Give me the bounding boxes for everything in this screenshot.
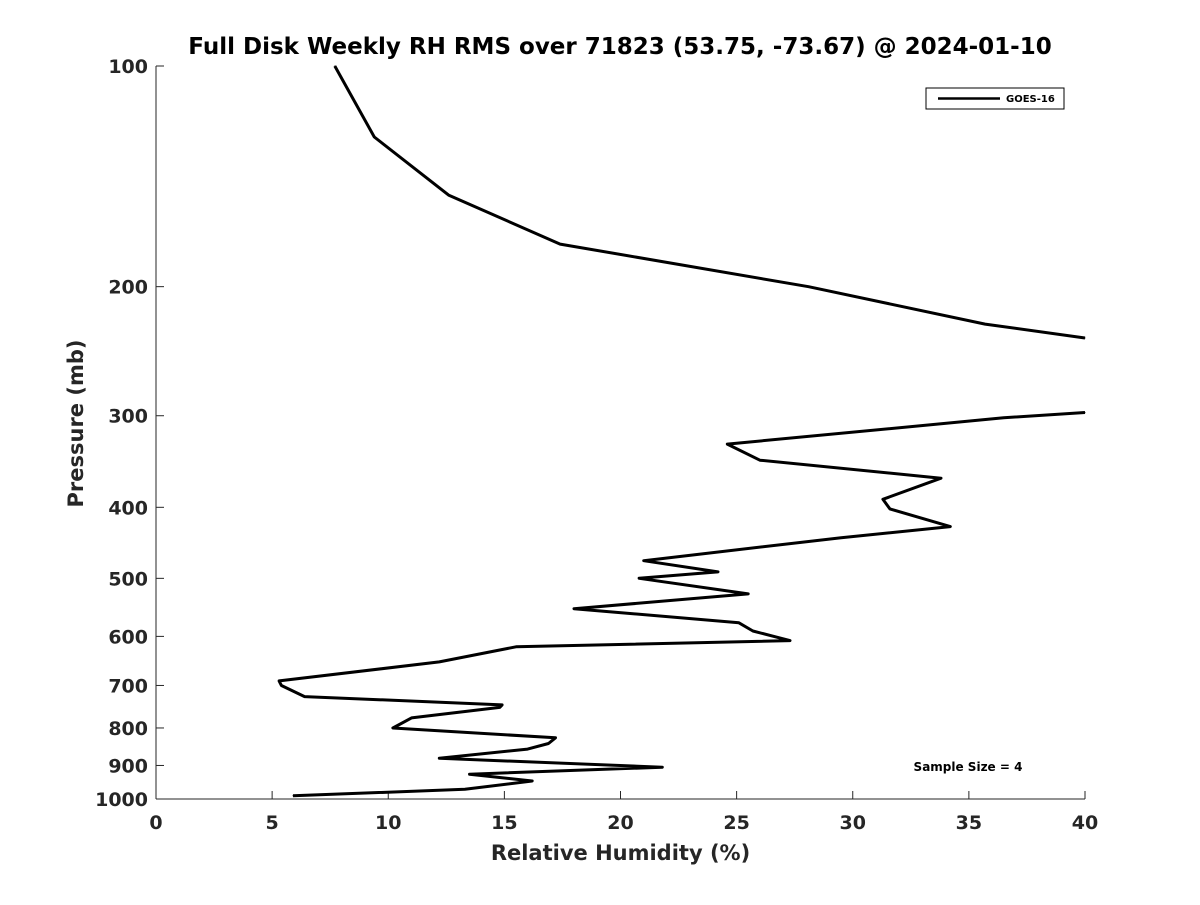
data-point (726, 443, 728, 445)
data-point (334, 65, 336, 67)
y-tick-label: 600 (108, 626, 148, 648)
data-point (738, 622, 740, 624)
data-point (808, 286, 810, 288)
x-axis-ticks: 0 5 10 15 20 25 30 35 40 (149, 791, 1098, 834)
y-tick-label: 500 (108, 568, 148, 590)
data-point (438, 661, 440, 663)
y-tick-label: 300 (108, 406, 148, 428)
data-point (747, 593, 749, 595)
y-tick-label: 100 (108, 56, 148, 78)
x-tick-label: 0 (149, 812, 162, 834)
data-point (304, 696, 306, 698)
x-tick-label: 35 (956, 812, 982, 834)
data-point (1084, 337, 1086, 339)
x-tick-label: 15 (491, 812, 517, 834)
data-point (882, 498, 884, 500)
data-point (278, 680, 280, 682)
x-tick-label: 25 (723, 812, 749, 834)
plot-frame (156, 66, 1085, 799)
chart-title: Full Disk Weekly RH RMS over 71823 (53.7… (188, 34, 1051, 60)
x-tick-label: 30 (840, 812, 866, 834)
data-point (1003, 417, 1005, 419)
data-point (643, 560, 645, 562)
data-point (373, 136, 375, 138)
x-axis-label: Relative Humidity (%) (491, 841, 750, 865)
x-tick-label: 5 (266, 812, 279, 834)
data-point (661, 766, 663, 768)
data-point (559, 243, 561, 245)
x-tick-label: 10 (375, 812, 401, 834)
legend-label-goes-16: GOES-16 (1006, 94, 1055, 105)
y-axis-label: Pressure (mb) (64, 340, 88, 508)
data-point (717, 571, 719, 573)
data-point (638, 577, 640, 579)
y-tick-label: 400 (108, 497, 148, 519)
data-point (392, 727, 394, 729)
data-point (292, 795, 294, 797)
legend: GOES-16 (925, 87, 1065, 110)
data-point (501, 704, 503, 706)
data-point (1084, 412, 1086, 413)
data-point (448, 194, 450, 196)
data-point (759, 459, 761, 461)
data-point (411, 717, 412, 719)
y-tick-label: 1000 (95, 789, 148, 811)
data-point (555, 737, 556, 739)
data-point (515, 646, 517, 648)
data-point (548, 743, 549, 744)
data-point (789, 640, 791, 642)
y-tick-label: 700 (108, 675, 148, 697)
data-point (499, 706, 501, 708)
y-axis-ticks: 100 200 300 400 500 600 700 800 900 1000 (95, 56, 164, 811)
data-point (527, 748, 529, 750)
x-tick-label: 20 (607, 812, 633, 834)
y-tick-label: 800 (108, 718, 148, 740)
series-layer (277, 65, 1086, 798)
data-point (464, 788, 466, 790)
data-point (940, 477, 942, 479)
data-point (438, 757, 440, 759)
sample-size-annotation: Sample Size = 4 (914, 760, 1023, 774)
data-point (889, 508, 891, 510)
y-tick-label: 900 (108, 755, 148, 777)
data-point (573, 608, 575, 610)
data-point (752, 630, 754, 632)
y-tick-label: 200 (108, 277, 148, 299)
data-point (840, 537, 842, 539)
x-tick-label: 40 (1072, 812, 1098, 834)
data-point (949, 526, 951, 528)
data-point (531, 780, 533, 782)
data-point (280, 685, 282, 686)
data-point (984, 323, 986, 325)
data-point (469, 773, 470, 775)
plot-area: 0 5 10 15 20 25 30 35 40 100 200 300 400 500 600 700 80… (95, 56, 1098, 834)
